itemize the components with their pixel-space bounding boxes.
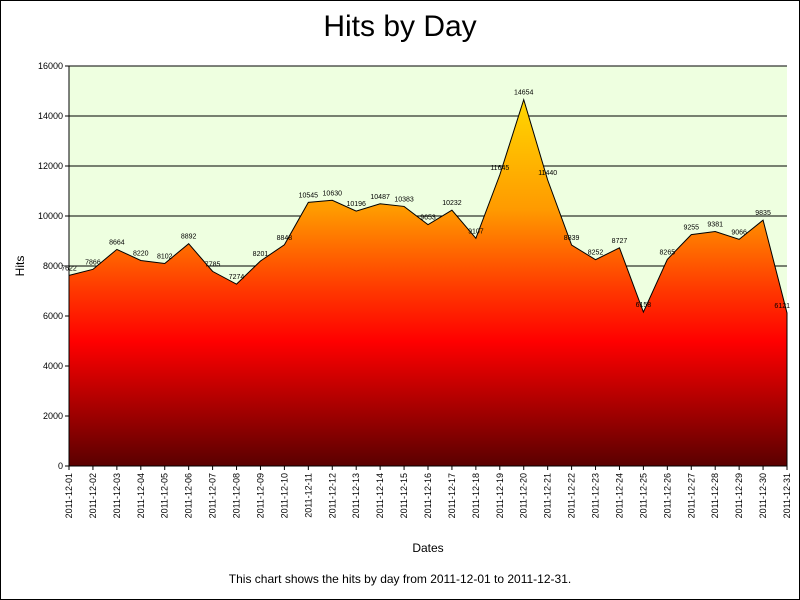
x-tick-label: 2011-12-02 [88, 473, 98, 518]
x-tick-label: 2011-12-19 [495, 473, 505, 518]
data-label: 9066 [731, 229, 747, 236]
data-label: 8664 [109, 239, 125, 246]
data-labels: 7622 7866 8664 8220 8102 8892 7785 7274 8201 8848… [61, 90, 790, 310]
x-axis-label: Dates [412, 541, 443, 555]
data-label: 10487 [370, 194, 390, 201]
x-tick-label: 2011-12-09 [255, 473, 265, 518]
y-tick-label: 16000 [38, 61, 63, 71]
data-label: 8102 [157, 253, 173, 260]
data-label: 8848 [277, 235, 293, 242]
x-tick-label: 2011-12-11 [303, 473, 313, 518]
data-label: 10630 [323, 190, 343, 197]
data-label: 7866 [85, 259, 101, 266]
y-tick-label: 10000 [38, 211, 63, 221]
data-label: 8220 [133, 251, 149, 258]
x-tick-label: 2011-12-17 [447, 473, 457, 518]
data-label: 11645 [490, 165, 509, 172]
x-tick-label: 2011-12-15 [399, 473, 409, 518]
data-label: 11440 [538, 170, 557, 177]
data-label: 9835 [755, 210, 771, 217]
y-tick-label: 14000 [38, 111, 63, 121]
data-label: 6121 [774, 303, 790, 310]
x-tick-label: 2011-12-30 [758, 473, 768, 518]
x-tick-label: 2011-12-13 [351, 473, 361, 518]
data-label: 8201 [253, 251, 269, 258]
data-label: 7274 [229, 274, 245, 281]
x-tick-label: 2011-12-03 [112, 473, 122, 518]
chart-caption: This chart shows the hits by day from 20… [228, 572, 572, 586]
y-tick-label: 6000 [43, 311, 63, 321]
data-label: 8892 [181, 234, 197, 241]
data-label: 10232 [442, 200, 462, 207]
x-tick-label: 2011-12-22 [567, 473, 577, 518]
y-tick-label: 4000 [43, 361, 63, 371]
axes [65, 65, 788, 470]
data-label: 10545 [299, 192, 319, 199]
x-tick-label: 2011-12-12 [327, 473, 337, 518]
y-tick-label: 12000 [38, 161, 63, 171]
y-tick-labels: 0 2000 4000 6000 8000 10000 12000 14000 16000 [38, 61, 63, 471]
x-tick-label: 2011-12-26 [662, 473, 672, 518]
data-label: 9107 [468, 228, 484, 235]
x-tick-label: 2011-12-10 [279, 473, 289, 518]
data-label: 8727 [612, 238, 628, 245]
x-tick-label: 2011-12-23 [591, 473, 601, 518]
x-tick-label: 2011-12-24 [614, 473, 624, 518]
x-tick-label: 2011-12-31 [782, 473, 792, 518]
data-label: 10383 [394, 196, 414, 203]
y-tick-label: 2000 [43, 411, 63, 421]
data-label: 6158 [636, 302, 652, 309]
x-tick-label: 2011-12-28 [710, 473, 720, 518]
data-label: 9381 [707, 221, 723, 228]
data-label: 9653 [420, 215, 436, 222]
x-tick-label: 2011-12-04 [136, 473, 146, 518]
data-label: 7785 [205, 261, 221, 268]
data-label: 8265 [660, 249, 676, 256]
x-tick-label: 2011-12-16 [423, 473, 433, 518]
data-label: 14654 [514, 90, 534, 97]
chart-title: Hits by Day [323, 10, 477, 43]
x-tick-label: 2011-12-07 [208, 473, 218, 518]
data-label: 8252 [588, 250, 604, 257]
x-tick-label: 2011-12-18 [471, 473, 481, 518]
data-label: 10196 [346, 201, 366, 208]
data-label: 9255 [683, 225, 699, 232]
x-tick-label: 2011-12-08 [232, 473, 242, 518]
x-tick-label: 2011-12-05 [160, 473, 170, 518]
x-tick-labels: 2011-12-01 2011-12-02 2011-12-03 2011-12-04… [64, 473, 792, 518]
x-tick-label: 2011-12-01 [64, 473, 74, 518]
y-axis-label: Hits [13, 256, 27, 277]
x-tick-label: 2011-12-06 [184, 473, 194, 518]
data-label: 8839 [564, 235, 580, 242]
hits-area [68, 97, 788, 467]
x-tick-label: 2011-12-25 [638, 473, 648, 518]
x-tick-label: 2011-12-27 [686, 473, 696, 518]
x-tick-label: 2011-12-21 [543, 473, 553, 518]
data-label: 7622 [61, 265, 77, 272]
y-tick-label: 0 [58, 461, 63, 471]
x-tick-label: 2011-12-20 [519, 473, 529, 518]
y-tick-label: 8000 [43, 261, 63, 271]
x-tick-label: 2011-12-29 [734, 473, 744, 518]
x-tick-label: 2011-12-14 [375, 473, 385, 518]
